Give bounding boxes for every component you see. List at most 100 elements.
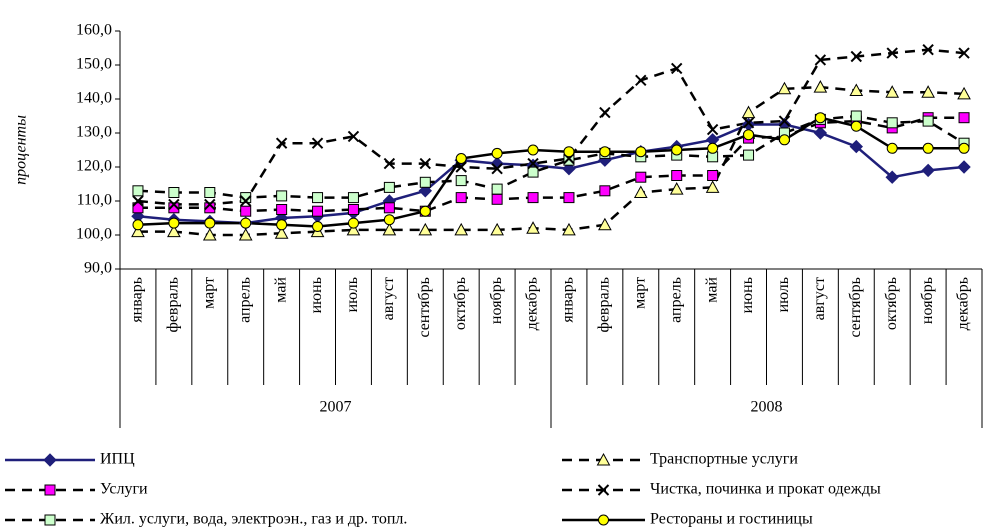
x-tick-label: март: [631, 277, 648, 309]
y-axis-label: проценты: [13, 115, 30, 185]
y-tick-label: 90,0: [84, 260, 112, 277]
marker: [491, 183, 503, 195]
marker: [347, 217, 359, 229]
marker: [527, 166, 539, 178]
marker: [886, 117, 898, 129]
marker: [635, 74, 647, 87]
x-tick-label: октябрь: [883, 277, 900, 330]
marker: [813, 80, 828, 93]
legend-marker: [598, 514, 609, 526]
x-tick-label: сентябрь: [847, 277, 864, 338]
marker: [599, 185, 611, 197]
marker: [312, 221, 324, 232]
y-tick-label: 160,0: [76, 22, 112, 39]
x-tick-label: июнь: [308, 277, 325, 313]
marker: [562, 222, 576, 236]
marker: [563, 146, 575, 158]
x-tick-label: август: [811, 277, 828, 320]
x-tick-label: сентябрь: [416, 277, 433, 338]
marker: [527, 144, 539, 156]
marker: [671, 144, 683, 156]
marker: [132, 219, 144, 231]
marker: [849, 83, 864, 96]
marker: [383, 181, 395, 193]
marker: [491, 147, 503, 159]
marker: [454, 222, 469, 236]
marker: [204, 187, 216, 198]
marker: [276, 204, 288, 215]
marker: [527, 192, 539, 204]
marker: [886, 142, 898, 154]
marker: [633, 185, 648, 198]
marker: [563, 192, 575, 204]
marker: [383, 214, 395, 226]
marker: [204, 202, 216, 214]
marker: [743, 129, 755, 141]
marker: [419, 157, 431, 170]
marker: [778, 134, 790, 146]
x-tick-label: июль: [775, 277, 792, 312]
marker: [957, 86, 971, 100]
marker: [671, 62, 683, 75]
legend-item: Жил. услуги, вода, электроэн., газ и др.…: [5, 511, 407, 528]
year-label: 2008: [751, 399, 783, 416]
marker: [743, 149, 755, 161]
x-tick-label: февраль: [165, 277, 182, 333]
marker: [885, 85, 900, 98]
marker: [455, 192, 467, 204]
marker: [240, 195, 252, 207]
legend-item: Рестораны и гостиницы: [562, 511, 813, 528]
marker: [132, 202, 144, 214]
marker: [921, 85, 935, 98]
marker: [455, 161, 467, 173]
marker: [204, 217, 216, 229]
marker: [490, 222, 504, 236]
marker: [958, 142, 970, 154]
marker: [204, 198, 216, 211]
marker: [168, 187, 180, 198]
marker: [527, 157, 539, 170]
x-tick-label: апрель: [667, 277, 684, 323]
legend-label: Транспортные услуги: [650, 451, 798, 468]
marker: [777, 81, 792, 95]
marker: [132, 195, 144, 207]
legend-label: Жил. услуги, вода, электроэн., газ и др.…: [100, 511, 407, 528]
marker: [347, 192, 359, 204]
marker: [240, 205, 252, 217]
marker: [347, 204, 359, 215]
marker: [311, 137, 324, 149]
marker: [958, 112, 970, 124]
marker: [671, 170, 683, 181]
marker: [276, 219, 288, 231]
x-tick-label: октябрь: [452, 277, 469, 330]
legend-label: Услуги: [100, 481, 148, 498]
marker: [741, 117, 756, 132]
x-tick-label: апрель: [236, 277, 253, 323]
marker: [599, 146, 611, 158]
legend-item: ИПЦ: [5, 451, 135, 468]
y-tick-label: 130,0: [76, 124, 112, 141]
marker: [814, 54, 827, 66]
marker: [240, 217, 252, 229]
marker: [921, 163, 935, 178]
x-tick-label: ноябрь: [919, 277, 936, 324]
marker: [922, 115, 934, 127]
marker: [274, 226, 289, 239]
legend-item: Транспортные услуги: [562, 451, 798, 468]
marker: [491, 193, 503, 205]
y-tick-label: 120,0: [76, 158, 112, 175]
legend-label: ИПЦ: [100, 451, 135, 468]
marker: [742, 117, 755, 129]
marker: [598, 217, 612, 231]
x-tick-label: май: [272, 277, 289, 303]
marker: [347, 130, 360, 143]
series-line: [137, 114, 965, 199]
legend-marker: [597, 484, 610, 496]
x-tick-label: февраль: [596, 277, 613, 333]
marker: [849, 139, 863, 154]
series-line: [137, 48, 965, 206]
year-label: 2007: [320, 399, 352, 416]
marker: [455, 175, 467, 187]
x-tick-label: январь: [560, 277, 577, 323]
marker: [168, 202, 180, 214]
